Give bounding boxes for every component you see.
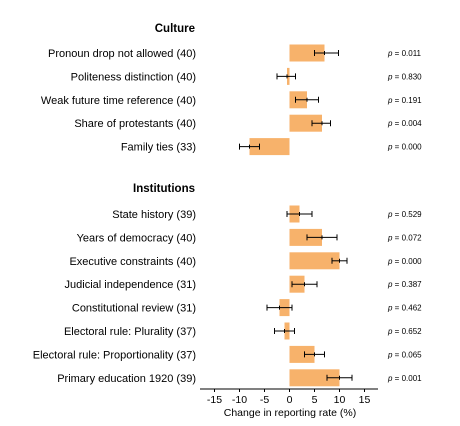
row-label: Electoral rule: Proportionality (37) [33, 349, 196, 361]
p-value-number: = 0.000 [392, 257, 422, 266]
group-title: Institutions [133, 183, 195, 195]
x-tick-label: -5 [260, 394, 269, 406]
x-tick-label: -10 [232, 394, 247, 406]
p-value-number: = 0.001 [392, 374, 422, 383]
p-value-number: = 0.830 [392, 72, 422, 81]
row-label: State history (39) [112, 209, 196, 221]
p-value-number: = 0.191 [392, 96, 422, 105]
p-value: p = 0.529 [387, 210, 422, 219]
x-tick-label: 0 [287, 394, 293, 406]
p-value-number: = 0.072 [392, 233, 422, 242]
x-tick-label: 15 [359, 394, 371, 406]
p-value-number: = 0.065 [392, 350, 422, 359]
p-value-number: = 0.387 [392, 280, 422, 289]
group-title: Culture [155, 23, 195, 35]
x-tick-label: 10 [334, 394, 346, 406]
row-label: Family ties (33) [121, 142, 196, 154]
p-value-number: = 0.011 [392, 49, 421, 58]
row-label: Electoral rule: Plurality (37) [64, 326, 196, 338]
x-axis-title: Change in reporting rate (%) [224, 407, 357, 419]
row-label: Weak future time reference (40) [41, 95, 196, 107]
x-tick-label: -15 [207, 394, 222, 406]
p-value: p = 0.001 [387, 374, 422, 383]
p-value: p = 0.830 [387, 72, 422, 81]
p-value-number: = 0.652 [392, 327, 422, 336]
p-value: p = 0.191 [387, 96, 422, 105]
p-value: p = 0.000 [387, 257, 422, 266]
bar [289, 114, 322, 132]
row-label: Pronoun drop not allowed (40) [48, 48, 196, 60]
row-label: Primary education 1920 (39) [57, 373, 196, 385]
row-label: Years of democracy (40) [77, 232, 196, 244]
p-value-number: = 0.462 [392, 304, 422, 313]
bar [289, 369, 340, 387]
bar [289, 345, 315, 363]
bar [289, 44, 325, 62]
p-value: p = 0.652 [387, 327, 422, 336]
p-value: p = 0.011 [387, 49, 422, 58]
row-label: Share of protestants (40) [74, 118, 196, 130]
row-label: Executive constraints (40) [69, 256, 196, 268]
p-value-number: = 0.004 [392, 119, 422, 128]
row-label: Judicial independence (31) [65, 279, 196, 291]
bar [289, 252, 340, 270]
p-value: p = 0.000 [387, 143, 422, 152]
p-value: p = 0.065 [387, 350, 422, 359]
p-value: p = 0.072 [387, 233, 422, 242]
row-label: Politeness distinction (40) [71, 71, 196, 83]
p-value: p = 0.462 [387, 304, 422, 313]
p-value-number: = 0.529 [392, 210, 422, 219]
bar [289, 228, 322, 246]
row-label: Constitutional review (31) [72, 303, 196, 315]
bar [249, 138, 290, 156]
x-tick-label: 5 [312, 394, 318, 406]
p-value: p = 0.004 [387, 119, 422, 128]
p-value-number: = 0.000 [392, 143, 422, 152]
p-value: p = 0.387 [387, 280, 422, 289]
